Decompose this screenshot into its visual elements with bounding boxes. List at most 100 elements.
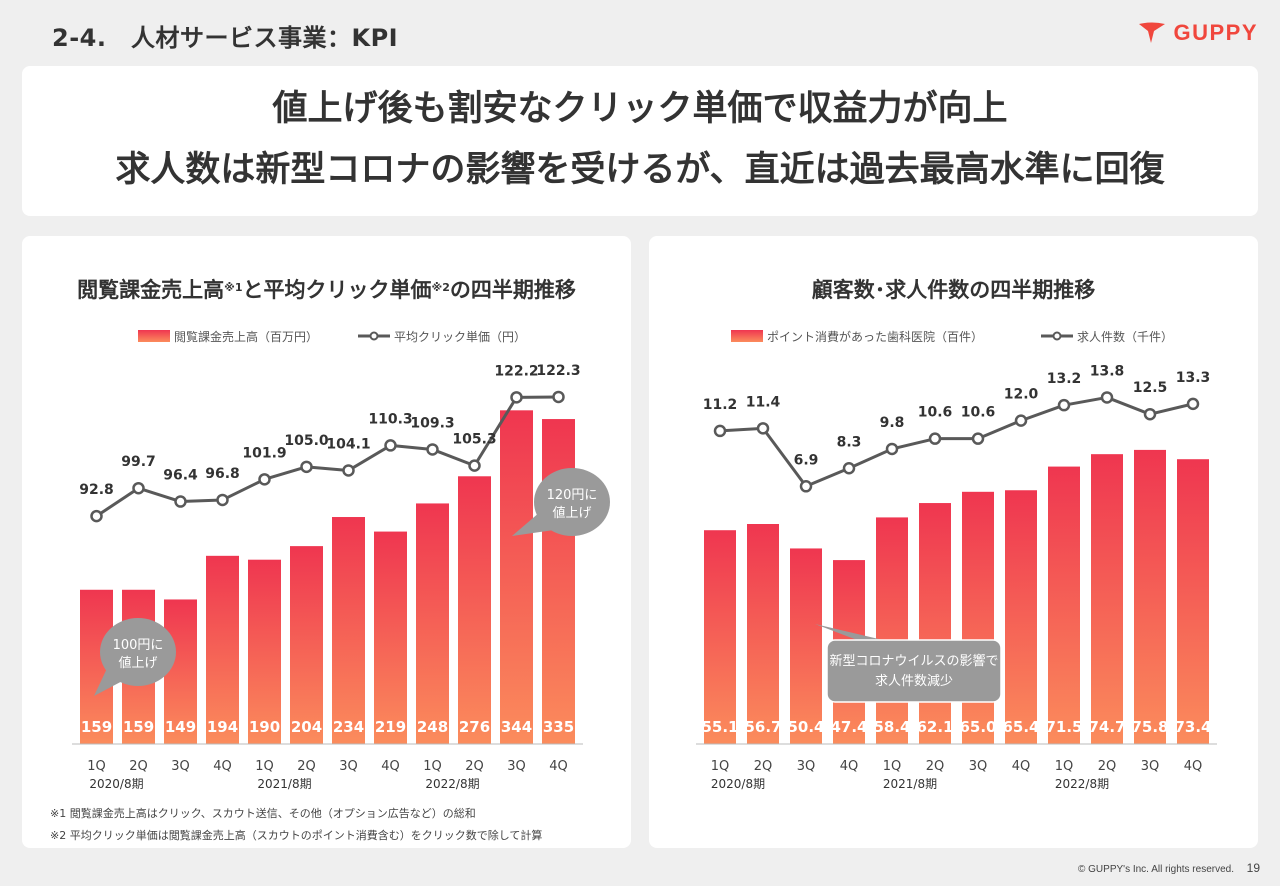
line-point <box>713 424 727 438</box>
bar-value-label: 159 <box>123 718 154 736</box>
bar-value-label: 58.4 <box>873 718 910 736</box>
line-value-label: 11.4 <box>746 394 781 410</box>
copyright: © GUPPY's Inc. All rights reserved. <box>1078 864 1234 875</box>
bar <box>332 517 365 744</box>
bar-value-label: 71.5 <box>1045 718 1082 736</box>
bar-value-label: 62.1 <box>916 718 953 736</box>
right-combo-chart: ポイント消費があった歯科医院（百件） 求人件数（千件） 55.1 56.7 50.4 47… <box>696 329 1217 791</box>
x-tick-label: 3Q <box>171 759 190 774</box>
x-tick-label: 3Q <box>507 759 526 774</box>
bar-value-label: 65.4 <box>1002 718 1039 736</box>
line-value-label: 12.5 <box>1133 380 1168 396</box>
line-point <box>426 443 439 456</box>
line-point <box>90 509 103 523</box>
line-value-label: 8.3 <box>837 434 862 450</box>
x-tick-label: 2Q <box>926 759 945 774</box>
line-value-label: 9.8 <box>880 415 905 431</box>
callout-text-line1: 120円に <box>547 488 598 503</box>
bar-value-label: 194 <box>207 718 238 736</box>
bar <box>876 517 908 744</box>
legend-bar-swatch <box>731 330 763 342</box>
bar <box>790 548 822 744</box>
x-tick-label: 2Q <box>1098 759 1117 774</box>
bar <box>248 559 281 744</box>
legend-line-label: 求人件数（千件） <box>1077 329 1173 344</box>
period-label: 2021/8期 <box>883 777 937 791</box>
guppy-fish-icon <box>1139 22 1166 43</box>
headline-line-2: 求人数は新型コロナの影響を受けるが、直近は過去最高水準に回復 <box>115 150 1165 190</box>
period-label: 2022/8期 <box>425 777 479 791</box>
line-value-label: 105.3 <box>452 432 496 448</box>
line-value-label: 105.0 <box>284 433 329 449</box>
callout-box <box>826 639 1002 703</box>
x-tick-label: 3Q <box>797 759 816 774</box>
legend-line-marker <box>369 331 379 341</box>
line-point <box>842 462 856 475</box>
bar <box>416 503 449 744</box>
line-point <box>258 473 271 486</box>
line-value-label: 6.9 <box>794 452 819 468</box>
line-value-label: 96.4 <box>163 468 198 484</box>
left-title-part3: の四半期推移 <box>449 278 576 302</box>
bar-value-label: 248 <box>417 718 448 736</box>
line-value-label: 10.6 <box>961 405 996 421</box>
note1-mark: ※1 <box>224 281 243 294</box>
period-label: 2022/8期 <box>1055 777 1109 791</box>
legend-bar-label: ポイント消費があった歯科医院（百件） <box>767 329 983 344</box>
line-value-label: 122.3 <box>536 363 580 379</box>
bar-value-label: 75.8 <box>1131 718 1168 736</box>
footnote-1: ※1 閲覧課金売上高はクリック、スカウト送信、その他（オプション広告など）の総和 <box>50 807 476 820</box>
line-point <box>885 442 899 456</box>
left-chart-panel: 閲覧課金売上高※1と平均クリック単価※2の四半期推移 閲覧課金売上高（百万円） 平… <box>22 236 631 848</box>
x-tick-label: 1Q <box>423 759 442 774</box>
bar <box>962 491 994 744</box>
line-point <box>1143 407 1157 421</box>
guppy-logo: GUPPY <box>1137 20 1258 46</box>
bar <box>919 503 951 744</box>
period-label: 2020/8期 <box>89 777 143 791</box>
bar-value-label: 74.7 <box>1088 718 1125 736</box>
bar-value-label: 65.0 <box>959 718 996 736</box>
bar-value-label: 55.1 <box>701 718 738 736</box>
right-chart-panel: 顧客数･求人件数の四半期推移 ポイント消費があった歯科医院（百件） 求人件数（千件… <box>649 236 1258 848</box>
bar <box>1091 454 1123 744</box>
bar <box>374 531 407 744</box>
line-point <box>174 495 187 508</box>
line-series <box>95 395 559 518</box>
x-tick-label: 1Q <box>1055 759 1074 774</box>
note2-mark: ※2 <box>431 281 450 294</box>
bar <box>1177 459 1209 744</box>
x-tick-label: 4Q <box>1184 759 1203 774</box>
callout-text-line2: 値上げ <box>118 655 157 671</box>
legend-line-marker <box>1052 331 1062 341</box>
callout-bubble <box>534 468 610 536</box>
line-value-label: 13.8 <box>1090 363 1125 379</box>
line-value-label: 10.6 <box>918 405 953 421</box>
bar <box>500 410 533 744</box>
logo-text: GUPPY <box>1173 20 1258 45</box>
callout-text-line2: 求人件数減少 <box>875 673 953 689</box>
bar <box>290 546 323 744</box>
bar-value-label: 204 <box>291 718 322 736</box>
bar <box>1048 466 1080 744</box>
footnote-2: ※2 平均クリック単価は閲覧課金売上高（スカウトのポイント消費含む）をクリック数… <box>50 829 543 842</box>
line-value-label: 101.9 <box>242 445 286 461</box>
callout-tail <box>815 624 883 640</box>
callout-text-line1: 100円に <box>113 638 164 653</box>
left-title-part1: 閲覧課金売上高 <box>77 278 225 302</box>
line-point <box>756 422 770 435</box>
bar <box>704 530 736 744</box>
bar-value-label: 56.7 <box>744 718 781 736</box>
line-point <box>510 391 523 404</box>
line-series <box>719 395 1194 488</box>
x-tick-label: 2Q <box>129 759 148 774</box>
line-value-label: 96.8 <box>205 466 240 482</box>
right-panel-title: 顧客数･求人件数の四半期推移 <box>811 278 1096 302</box>
left-title-part2: と平均クリック単価 <box>242 278 432 302</box>
x-tick-label: 4Q <box>381 759 400 774</box>
bar <box>206 555 239 744</box>
line-point <box>300 460 313 474</box>
x-tick-label: 4Q <box>549 759 568 774</box>
x-tick-label: 1Q <box>711 759 730 774</box>
x-tick-label: 4Q <box>213 759 232 774</box>
